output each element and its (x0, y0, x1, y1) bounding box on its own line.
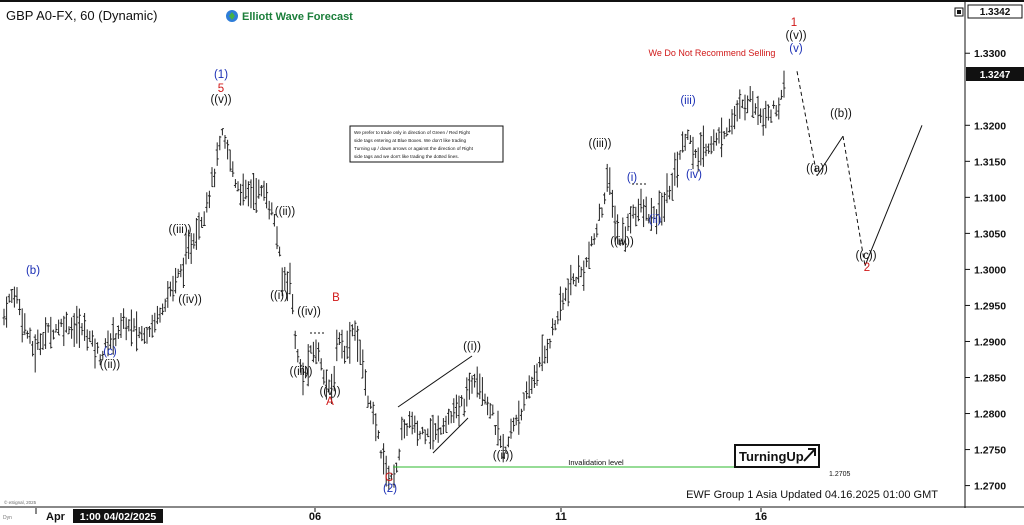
wave-label: 1 (791, 17, 797, 29)
wave-label: ((ii)) (100, 359, 121, 371)
price-tick-label: 1.2800 (974, 409, 1006, 421)
wave-label: ((iii)) (169, 224, 192, 236)
price-bars (2, 70, 786, 490)
wave-label: (ii) (649, 214, 662, 226)
ewf-logo-mark (229, 12, 235, 20)
copyright-text: © eSignal, 2025 (4, 499, 37, 505)
chart-title: GBP A0-FX, 60 (Dynamic) (6, 8, 157, 23)
wave-label: ((i)) (270, 290, 288, 302)
current-price-box (966, 67, 1024, 81)
wave-label: (iv) (686, 169, 702, 181)
wave-label: ((ii)) (275, 206, 296, 218)
turning-up-badge: TurningUp (734, 444, 820, 468)
projection-leg-up (864, 125, 923, 266)
disclaimer-line-2: side tags entering at Blue Boxes. We don… (354, 138, 466, 143)
arrow-up-right-icon (803, 448, 816, 462)
time-label-apr: Apr (46, 511, 66, 523)
channel-line-upper (397, 355, 473, 408)
price-tick-label: 1.3100 (974, 192, 1006, 204)
top-frame-line (0, 0, 1024, 2)
axis-menu-icon[interactable] (954, 7, 964, 17)
price-axis: 1.3300 1.3200 1.3150 1.3100 1.3050 1.3000 1.29… (965, 48, 1006, 493)
time-cursor-box (73, 509, 163, 523)
wave-label: (iii) (680, 95, 695, 107)
wave-label: ((iv)) (178, 294, 202, 306)
disclaimer-line-3: Turning up / down arrows or against the … (354, 146, 474, 151)
wave-label: (2) (383, 483, 397, 495)
wave-label: ((i)) (463, 341, 481, 353)
price-tick-label: 1.2700 (974, 481, 1006, 493)
wave-label: 2 (864, 262, 870, 274)
time-label-16: 16 (755, 511, 767, 523)
time-label-06: 06 (309, 511, 321, 523)
price-tick-label: 1.3050 (974, 228, 1006, 240)
dyn-label: Dyn (3, 515, 12, 521)
wave-label: (i) (627, 172, 637, 184)
projection-leg-b (816, 135, 844, 177)
ewf-logo-text: Elliott Wave Forecast (242, 11, 353, 23)
channel-line-lower (432, 417, 469, 454)
price-tick-label: 1.2950 (974, 300, 1006, 312)
price-tick-label: 1.3150 (974, 156, 1006, 168)
wave-label: (b) (26, 265, 40, 277)
wave-label: ((iii)) (290, 366, 313, 378)
wave-label: ((iii)) (589, 138, 612, 150)
wave-label: 5 (218, 83, 224, 95)
wave-label: ((ii)) (493, 450, 514, 462)
invalidation-label: Invalidation level (568, 458, 624, 467)
price-tick-label: 1.2850 (974, 373, 1006, 385)
price-tick-label: 1.2900 (974, 336, 1006, 348)
disclaimer-line-4: side tags and we don't like trading the … (354, 154, 459, 159)
disclaimer-box: We prefer to trade only in direction of … (349, 125, 504, 163)
wave-label: ((v)) (785, 30, 806, 42)
current-price-label: 1.3247 (980, 70, 1011, 81)
disclaimer-line-1: We prefer to trade only in direction of … (354, 130, 471, 135)
wave-label: ((iv)) (610, 236, 634, 248)
wave-label: ((a)) (806, 163, 828, 175)
time-label-11: 11 (555, 511, 567, 523)
projection-path (796, 71, 923, 266)
wave-label: ((v)) (210, 94, 231, 106)
price-tick-label: 1.2750 (974, 445, 1006, 457)
time-cursor-label: 1:00 04/02/2025 (80, 511, 157, 523)
footer-text: EWF Group 1 Asia Updated 04.16.2025 01:0… (686, 489, 938, 501)
time-axis-bg (0, 508, 1024, 525)
warning-text: We Do Not Recommend Selling (649, 48, 776, 58)
wave-label: ((c)) (855, 250, 876, 262)
wave-label: C (385, 472, 393, 484)
turning-up-text: TurningUp (739, 449, 804, 464)
wave-label: (c) (103, 346, 117, 358)
wave-label: A (326, 396, 334, 408)
wave-labels: (b)(c)((ii))((iii))((iv))(1)5((v))((ii))… (26, 17, 877, 495)
wave-label: (v) (789, 43, 803, 55)
top-price-box (967, 4, 1023, 19)
turning-up-box (734, 444, 820, 468)
price-tick-label: 1.3200 (974, 120, 1006, 132)
wave-label: ((iv)) (297, 306, 321, 318)
top-price-label: 1.3342 (980, 7, 1011, 18)
projection-leg-a (796, 71, 818, 176)
ewf-logo: Elliott Wave Forecast (226, 10, 353, 23)
invalidation-value: 1.2705 (829, 471, 851, 478)
projection-leg-c (842, 136, 866, 266)
wave-label: ((v)) (319, 386, 340, 398)
wave-label: B (332, 292, 340, 304)
price-tick-label: 1.3000 (974, 264, 1006, 276)
axis-menu-icon-fill (957, 10, 961, 14)
price-tick-label: 1.3300 (974, 48, 1006, 60)
wave-label: (1) (214, 69, 228, 81)
wave-label: ((b)) (830, 108, 852, 120)
